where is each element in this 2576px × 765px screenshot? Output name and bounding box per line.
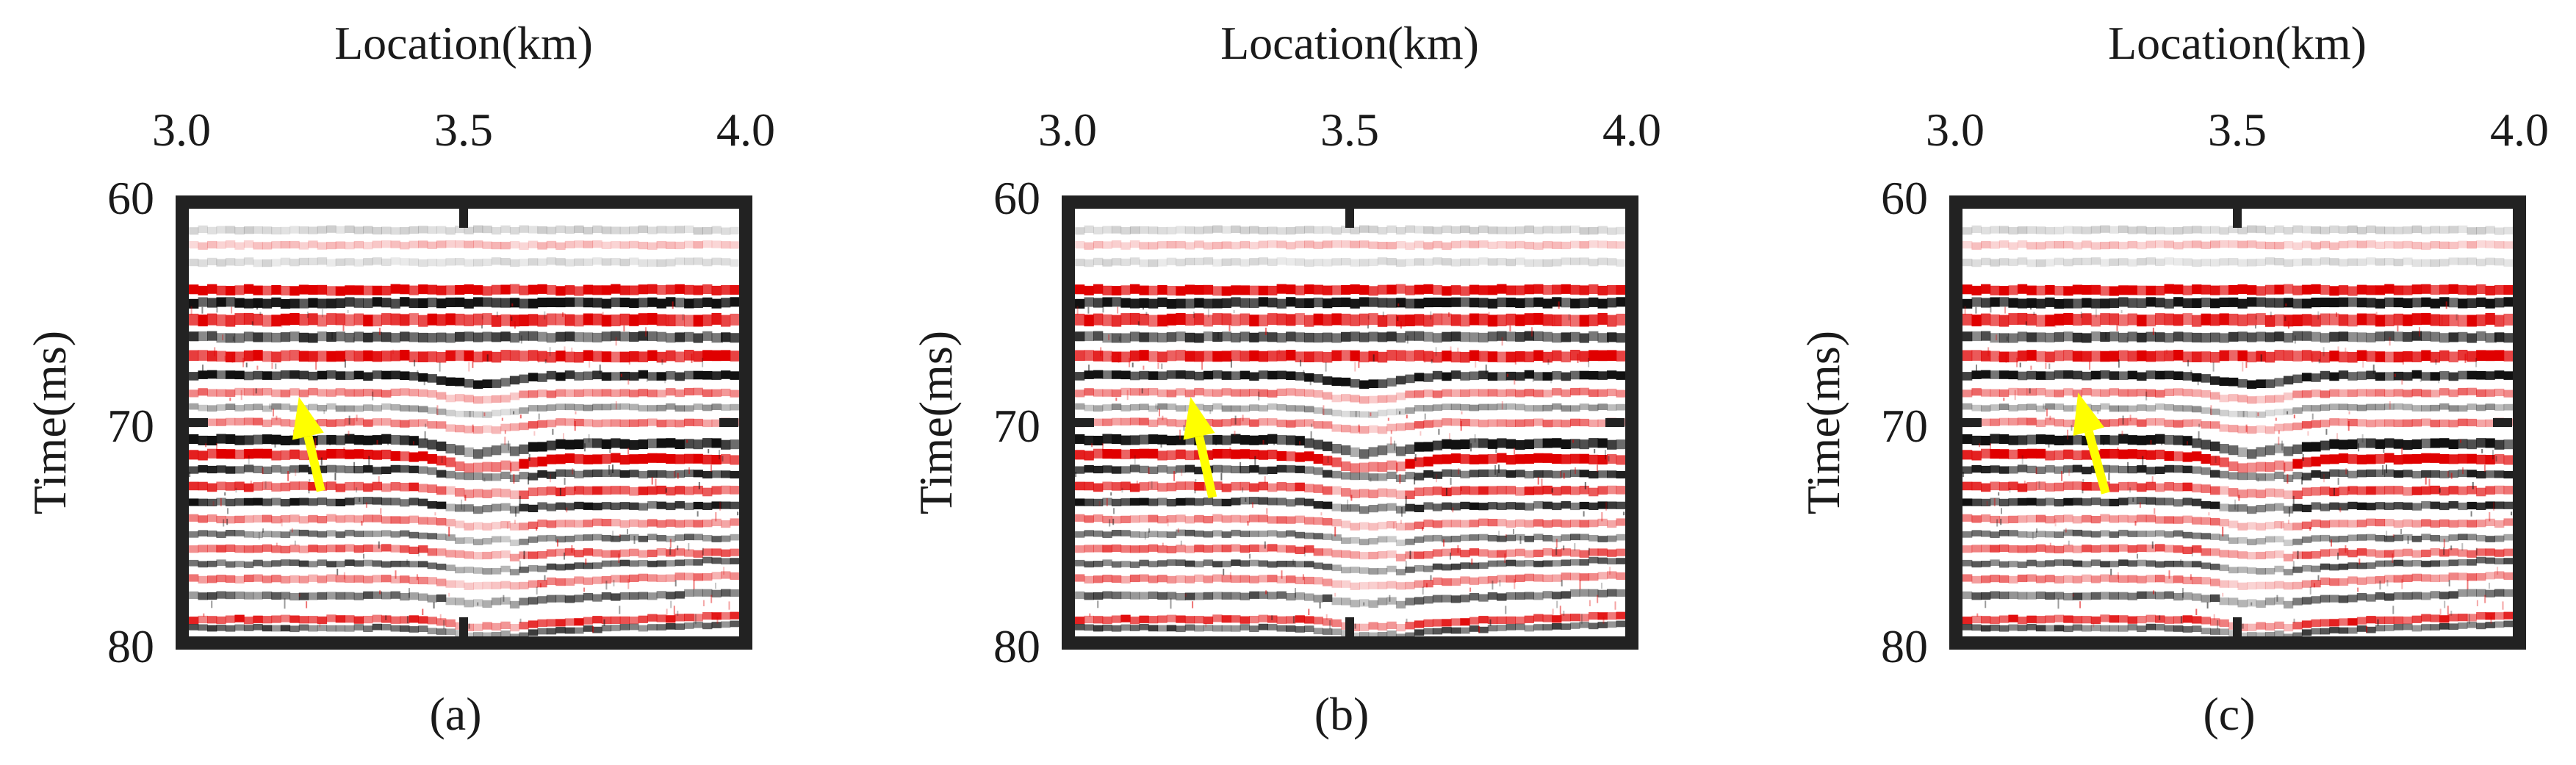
seismic-image (1962, 225, 2513, 636)
seismic-section-a (176, 195, 752, 650)
y-tick-70: 70 (1881, 400, 1928, 452)
seismic-section-b (1062, 195, 1638, 650)
yellow-arrow-icon (1183, 397, 1217, 499)
panel-b: Location(km) 3.0 3.5 4.0 60 70 80 Time(m… (886, 0, 1746, 765)
tick-mark (719, 418, 738, 427)
x-axis-title: Location(km) (334, 17, 593, 69)
x-tick-3-0: 3.0 (152, 104, 211, 156)
y-tick-80: 80 (993, 620, 1040, 672)
y-tick-80: 80 (1881, 620, 1928, 672)
x-tick-3-0: 3.0 (1926, 104, 1985, 156)
y-tick-60: 60 (1881, 172, 1928, 224)
x-tick-4-0: 4.0 (2490, 104, 2549, 156)
y-axis-title: Time(ms) (24, 330, 76, 515)
caption-c: (c) (2203, 688, 2256, 740)
seismic-image (1075, 225, 1625, 636)
panel-a: Location(km) 3.0 3.5 4.0 60 70 80 Time(m… (0, 0, 860, 765)
tick-mark (1075, 418, 1094, 427)
panel-c: Location(km) 3.0 3.5 4.0 60 70 80 Time(m… (1774, 0, 2576, 765)
y-tick-70: 70 (107, 400, 154, 452)
tick-mark (1962, 418, 1982, 427)
tick-mark (459, 209, 468, 228)
tick-mark (189, 418, 208, 427)
x-tick-3-5: 3.5 (1320, 104, 1379, 156)
tick-mark (1345, 209, 1354, 228)
yellow-arrow-icon (292, 397, 325, 492)
x-tick-4-0: 4.0 (1602, 104, 1661, 156)
caption-a: (a) (429, 688, 482, 740)
seismic-image (189, 225, 739, 636)
tick-mark (459, 617, 468, 636)
y-axis-title: Time(ms) (910, 330, 962, 515)
y-tick-70: 70 (993, 400, 1040, 452)
x-tick-3-5: 3.5 (2208, 104, 2267, 156)
tick-mark (1605, 418, 1625, 427)
y-tick-60: 60 (107, 172, 154, 224)
x-axis-title: Location(km) (2108, 17, 2367, 69)
x-tick-3-5: 3.5 (434, 104, 493, 156)
x-tick-4-0: 4.0 (716, 104, 775, 156)
y-tick-80: 80 (107, 620, 154, 672)
seismic-section-c (1949, 195, 2526, 650)
x-axis-title: Location(km) (1220, 17, 1479, 69)
tick-mark (2233, 209, 2242, 228)
yellow-arrow-icon (2073, 392, 2110, 495)
tick-mark (2233, 617, 2242, 636)
tick-mark (1345, 617, 1354, 636)
caption-b: (b) (1314, 688, 1370, 740)
y-axis-title: Time(ms) (1797, 330, 1849, 515)
x-tick-3-0: 3.0 (1038, 104, 1097, 156)
tick-mark (2493, 418, 2512, 427)
y-tick-60: 60 (993, 172, 1040, 224)
